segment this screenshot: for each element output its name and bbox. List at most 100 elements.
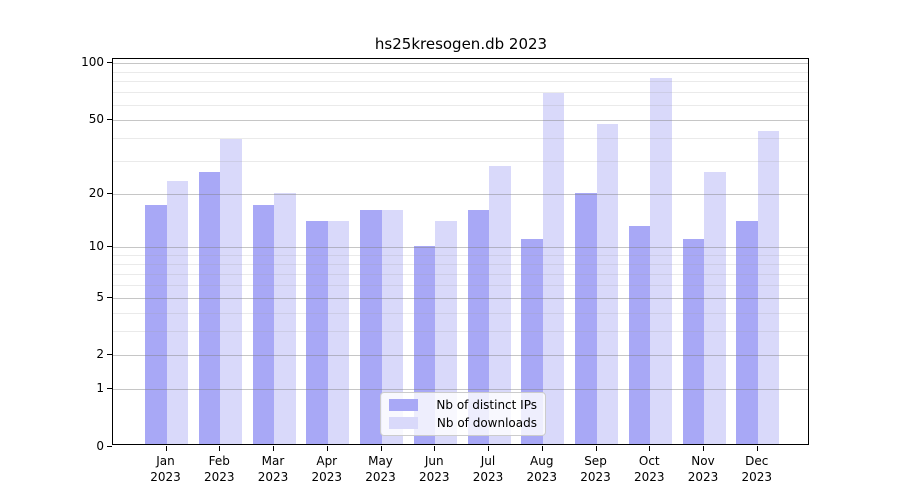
y-tick-mark-5 (107, 296, 112, 298)
x-tick-label-apr: Apr 2023 (297, 453, 357, 485)
bar-downloads-nov (704, 171, 726, 444)
bar-downloads-apr (327, 220, 350, 444)
gridline-100 (113, 63, 808, 65)
x-tick-year: 2023 (203, 470, 235, 484)
gridline-20 (113, 193, 808, 195)
y-tick-label-10: 10 (88, 239, 104, 254)
x-tick-month: Mar (261, 454, 285, 468)
x-tick-label-jan: Jan 2023 (136, 453, 196, 485)
x-tick-mark-jul (488, 446, 489, 451)
x-tick-mark-dec (756, 446, 758, 451)
legend-row-ips: Nb of distinct IPs (389, 398, 537, 412)
bar-ips-nov (682, 239, 704, 444)
x-tick-mark-nov (703, 446, 704, 451)
y-tick-label-5: 5 (96, 289, 104, 304)
x-tick-label-jul: Jul 2023 (458, 453, 518, 485)
x-tick-month: Sep (584, 454, 607, 468)
x-tick-month: Feb (208, 454, 230, 468)
x-tick-label-mar: Mar 2023 (243, 453, 303, 485)
x-tick-label-feb: Feb 2023 (189, 453, 249, 485)
bar-downloads-may (381, 210, 403, 444)
bar-ips-mar (252, 205, 274, 444)
y-tick-label-20: 20 (88, 185, 104, 200)
y-tick-mark-10 (107, 246, 112, 248)
gridline-8 (113, 263, 808, 265)
bar-ips-sep (575, 192, 597, 444)
gridline-7 (113, 273, 808, 275)
x-tick-label-may: May 2023 (351, 453, 411, 485)
x-tick-month: Apr (316, 454, 338, 468)
gridline-5 (113, 297, 808, 299)
y-tick-label-1: 1 (96, 380, 104, 395)
x-tick-year: 2023 (580, 470, 611, 484)
bar-downloads-jun (435, 220, 457, 444)
bar-downloads-feb (220, 139, 242, 444)
bar-downloads-jul (489, 165, 511, 444)
gridline-9 (113, 255, 808, 257)
x-tick-year: 2023 (472, 470, 504, 484)
y-tick-mark-2 (107, 354, 112, 356)
bar-ips-jul (467, 210, 489, 444)
y-tick-label-2: 2 (96, 347, 104, 362)
gridline-90 (113, 71, 808, 73)
x-tick-month: Nov (691, 454, 715, 468)
gridline-50 (113, 119, 808, 121)
gridline-40 (113, 137, 808, 139)
bar-ips-dec (736, 220, 758, 444)
y-tick-mark-1 (107, 387, 112, 389)
x-tick-year: 2023 (418, 470, 450, 484)
bar-downloads-mar (274, 192, 296, 444)
x-tick-label-nov: Nov 2023 (673, 453, 733, 485)
y-tick-mark-20 (107, 192, 112, 194)
gridline-2 (113, 355, 808, 357)
x-tick-label-dec: Dec 2023 (727, 453, 787, 485)
x-tick-year: 2023 (633, 470, 665, 484)
bar-downloads-dec (757, 131, 780, 444)
y-tick-mark-0 (107, 445, 112, 447)
bar-ips-oct (628, 226, 651, 444)
x-tick-month: Jan (156, 454, 175, 468)
x-tick-mark-jan (165, 446, 167, 451)
x-tick-year: 2023 (365, 470, 396, 484)
gridline-70 (113, 92, 808, 94)
gridline-30 (113, 161, 808, 163)
legend-swatch-ips (389, 399, 418, 411)
gridline-3 (113, 331, 808, 333)
legend: Nb of distinct IPs Nb of downloads (380, 392, 546, 436)
gridline-60 (113, 104, 808, 106)
legend-swatch-downloads (389, 417, 418, 429)
x-tick-month: May (368, 454, 393, 468)
legend-row-downloads: Nb of downloads (389, 416, 537, 430)
legend-label-downloads: Nb of downloads (436, 416, 537, 430)
gridline-6 (113, 284, 808, 286)
x-tick-month: Jul (480, 454, 496, 468)
gridline-10 (113, 247, 808, 249)
x-tick-mark-aug (541, 446, 543, 451)
bar-ips-feb (198, 171, 221, 444)
gridline-80 (113, 81, 808, 83)
x-tick-mark-jun (434, 446, 436, 451)
bar-downloads-aug (542, 92, 565, 444)
x-tick-year: 2023 (741, 470, 773, 484)
legend-label-ips: Nb of distinct IPs (436, 398, 537, 412)
x-tick-mark-sep (595, 446, 597, 451)
x-tick-month: Aug (530, 454, 554, 468)
x-tick-month: Jun (424, 454, 444, 468)
y-tick-label-100: 100 (81, 55, 104, 70)
x-tick-mark-feb (219, 446, 221, 451)
x-tick-year: 2023 (687, 470, 719, 484)
x-tick-label-jun: Jun 2023 (404, 453, 464, 485)
gridline-4 (113, 312, 808, 314)
x-tick-label-oct: Oct 2023 (619, 453, 679, 485)
y-tick-mark-100 (107, 62, 112, 64)
x-tick-month: Oct (638, 454, 660, 468)
x-tick-year: 2023 (311, 470, 343, 484)
x-tick-year: 2023 (150, 470, 181, 484)
x-tick-year: 2023 (257, 470, 289, 484)
bar-ips-apr (306, 220, 328, 444)
y-tick-mark-50 (107, 118, 112, 120)
bar-downloads-jan (166, 181, 188, 444)
y-tick-label-50: 50 (88, 111, 104, 126)
bar-downloads-oct (650, 78, 672, 444)
